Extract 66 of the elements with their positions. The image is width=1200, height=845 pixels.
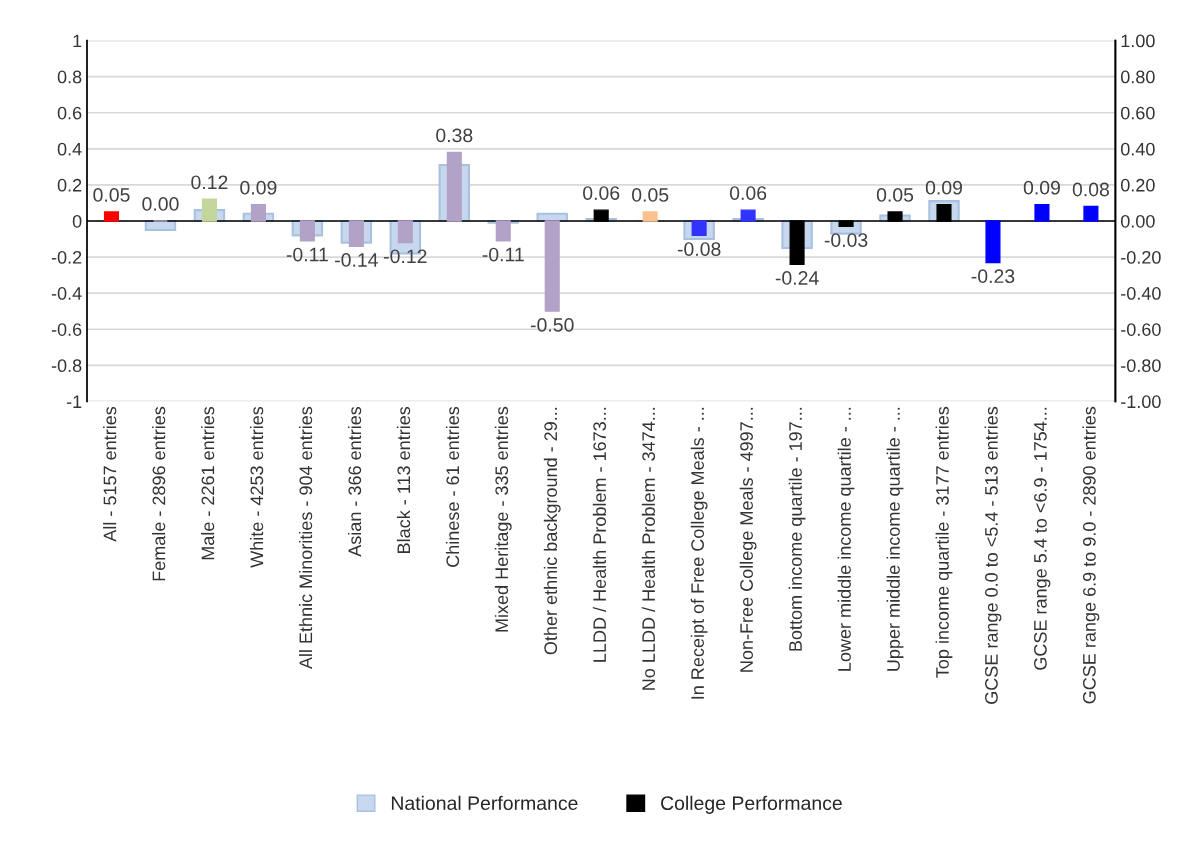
x-tick-label: Bottom income quartile - 197... bbox=[788, 407, 806, 651]
x-tick-label: White - 4253 entries bbox=[249, 406, 264, 568]
y-tick-label: -0.2 bbox=[51, 250, 82, 264]
y-tick-label: 0 bbox=[72, 214, 82, 228]
y2-tick-label: 1.00 bbox=[1121, 34, 1155, 48]
x-tick-label: Male - 2261 entries bbox=[201, 406, 215, 560]
y-tick-label: -0.6 bbox=[51, 323, 82, 336]
y-tick-label: 0.6 bbox=[57, 106, 82, 120]
data-label: 0.05 bbox=[876, 188, 914, 202]
data-label: 0.05 bbox=[93, 188, 130, 202]
x-tick-label: Chinese - 61 entries bbox=[445, 406, 460, 567]
x-tick-label: Upper middle income quartile - ... bbox=[886, 407, 904, 671]
x-tick-label: Other ethnic background - 29... bbox=[543, 407, 561, 655]
y-tick-label: 1 bbox=[73, 34, 82, 48]
y-tick-label: 0.8 bbox=[57, 70, 82, 84]
data-label: -0.12 bbox=[384, 249, 427, 264]
data-label: -0.23 bbox=[971, 269, 1015, 284]
x-tick-label: GCSE range 5.4 to <6.9 - 1754... bbox=[1034, 407, 1051, 670]
data-label: 0.06 bbox=[583, 186, 620, 200]
x-tick-label: Female - 2896 entries bbox=[152, 406, 166, 581]
data-label: -0.50 bbox=[530, 318, 574, 332]
x-tick-label: Mixed Heritage - 335 entries bbox=[494, 406, 512, 632]
data-label: -0.11 bbox=[286, 247, 328, 262]
y2-tick-label: 0.00 bbox=[1120, 214, 1155, 228]
y2-tick-label: 0.40 bbox=[1120, 142, 1155, 156]
x-tick-label: Black - 113 entries bbox=[396, 406, 411, 553]
y-tick-label: 0.2 bbox=[57, 178, 82, 192]
data-label: 0.09 bbox=[240, 180, 277, 195]
y2-tick-label: 0.20 bbox=[1120, 178, 1155, 192]
x-tick-label: LLDD / Health Problem - 1673... bbox=[592, 407, 607, 662]
data-label: 0.09 bbox=[925, 180, 962, 195]
legend-label: College Performance bbox=[661, 795, 842, 814]
x-tick-label: GCSE range 0.0 to <5.4 - 513 entries bbox=[984, 406, 1002, 704]
x-tick-label: In Receipt of Free College Meals - ... bbox=[690, 407, 708, 699]
data-label: 0.06 bbox=[729, 186, 767, 200]
y2-tick-label: -0.20 bbox=[1121, 250, 1161, 264]
legend-label: National Performance bbox=[391, 795, 578, 811]
data-label: 0.08 bbox=[1072, 182, 1109, 197]
data-label: 0.12 bbox=[191, 175, 228, 190]
y2-tick-label: -0.80 bbox=[1121, 359, 1161, 373]
x-tick-label: All - 5157 entries bbox=[103, 406, 117, 542]
data-label: 0.38 bbox=[436, 128, 473, 143]
data-label: 0.00 bbox=[142, 197, 179, 211]
y-tick-label: 0.4 bbox=[57, 142, 82, 156]
data-label: 0.05 bbox=[632, 188, 669, 202]
y2-tick-label: -0.60 bbox=[1121, 323, 1161, 336]
y2-tick-label: 0.60 bbox=[1120, 106, 1155, 120]
y2-tick-label: 0.80 bbox=[1120, 70, 1155, 84]
x-tick-label: Lower middle income quartile - ... bbox=[837, 407, 855, 671]
data-label: -0.03 bbox=[824, 233, 868, 247]
y-tick-label: -1 bbox=[66, 395, 82, 408]
data-label: -0.11 bbox=[482, 247, 524, 262]
y2-tick-label: -0.40 bbox=[1121, 287, 1161, 300]
data-label: 0.09 bbox=[1023, 180, 1060, 195]
y-tick-label: -0.8 bbox=[51, 359, 82, 373]
x-tick-label: Top income quartile - 3177 entries bbox=[935, 406, 953, 678]
x-tick-label: Non-Free College Meals - 4997... bbox=[739, 407, 757, 672]
y2-tick-label: -1.00 bbox=[1121, 395, 1161, 409]
x-tick-label: GCSE range 6.9 to 9.0 - 2890 entries bbox=[1082, 406, 1100, 704]
data-label: -0.14 bbox=[335, 253, 378, 267]
y-tick-label: -0.4 bbox=[51, 287, 82, 300]
x-tick-label: All Ethnic Minorities - 904 entries bbox=[298, 406, 313, 670]
x-tick-label: No LLDD / Health Problem - 3474... bbox=[641, 407, 656, 690]
data-label: -0.24 bbox=[775, 271, 819, 285]
data-label: -0.08 bbox=[677, 242, 721, 256]
x-tick-label: Asian - 366 entries bbox=[347, 406, 362, 557]
